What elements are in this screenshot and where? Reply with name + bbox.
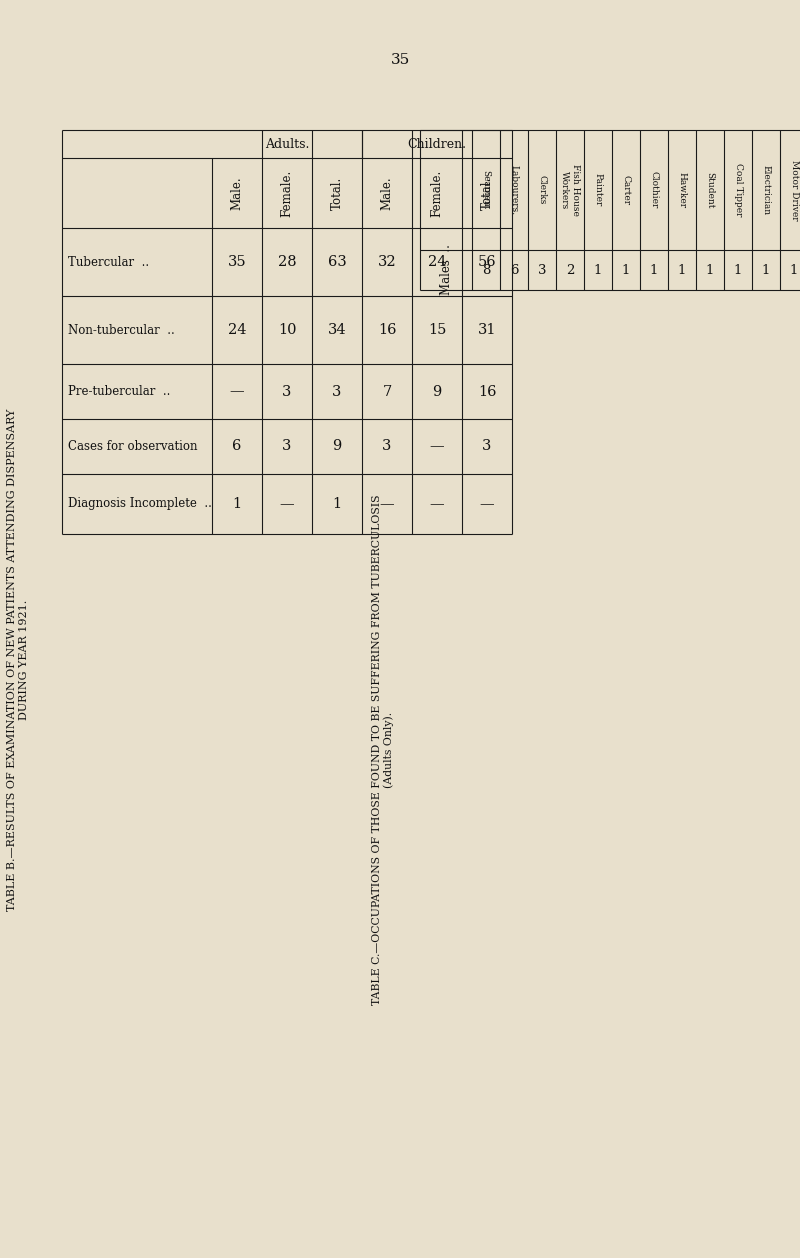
Text: 10: 10: [278, 323, 296, 337]
Text: 1: 1: [622, 263, 630, 277]
Text: 1: 1: [678, 263, 686, 277]
Text: 1: 1: [650, 263, 658, 277]
Text: 24: 24: [228, 323, 246, 337]
Text: 3: 3: [282, 385, 292, 399]
Text: 28: 28: [278, 255, 296, 269]
Text: Male.: Male.: [381, 176, 394, 210]
Text: 1: 1: [594, 263, 602, 277]
Text: 24: 24: [428, 255, 446, 269]
Text: 8: 8: [482, 263, 490, 277]
Text: 9: 9: [332, 439, 342, 453]
Text: 63: 63: [328, 255, 346, 269]
Text: —: —: [230, 385, 244, 399]
Text: Electrician: Electrician: [762, 165, 770, 215]
Text: 16: 16: [478, 385, 496, 399]
Text: 1: 1: [790, 263, 798, 277]
Text: Motor Driver: Motor Driver: [790, 160, 798, 220]
Text: 35: 35: [390, 53, 410, 67]
Text: Children.: Children.: [407, 137, 466, 151]
Text: 7: 7: [382, 385, 392, 399]
Text: Adults.: Adults.: [265, 137, 309, 151]
Text: 35: 35: [228, 255, 246, 269]
Text: 1: 1: [333, 497, 342, 511]
Text: —: —: [430, 497, 444, 511]
Text: 15: 15: [428, 323, 446, 337]
Text: Student: Student: [706, 172, 714, 209]
Text: Coal Tipper: Coal Tipper: [734, 164, 742, 216]
Text: 9: 9: [432, 385, 442, 399]
Text: 32: 32: [378, 255, 396, 269]
Text: Hawker: Hawker: [678, 172, 686, 208]
Text: Labourers.: Labourers.: [510, 165, 518, 215]
Text: Clerks: Clerks: [538, 175, 546, 205]
Text: 56: 56: [478, 255, 496, 269]
Text: TABLE C.—OCCUPATIONS OF THOSE FOUND TO BE SUFFERING FROM TUBERCULOSIS
(Adults On: TABLE C.—OCCUPATIONS OF THOSE FOUND TO B…: [372, 494, 394, 1005]
Text: Tubercular  ..: Tubercular ..: [68, 255, 149, 268]
Text: Seamen.: Seamen.: [482, 170, 490, 210]
Text: —: —: [280, 497, 294, 511]
Text: 31: 31: [478, 323, 496, 337]
Text: 1: 1: [762, 263, 770, 277]
Text: Painter: Painter: [594, 174, 602, 206]
Text: —: —: [380, 497, 394, 511]
Text: Fish House
Workers: Fish House Workers: [560, 164, 580, 216]
Text: 2: 2: [566, 263, 574, 277]
Text: 1: 1: [233, 497, 242, 511]
Text: 3: 3: [482, 439, 492, 453]
Text: 34: 34: [328, 323, 346, 337]
Text: 6: 6: [232, 439, 242, 453]
Text: Female.: Female.: [281, 170, 294, 216]
Text: Male.: Male.: [230, 176, 243, 210]
Text: 6: 6: [510, 263, 518, 277]
Text: 3: 3: [538, 263, 546, 277]
Text: 3: 3: [382, 439, 392, 453]
Text: Clothier: Clothier: [650, 171, 658, 209]
Text: Pre-tubercular  ..: Pre-tubercular ..: [68, 385, 170, 398]
Text: 1: 1: [734, 263, 742, 277]
Text: Total.: Total.: [481, 176, 494, 210]
Text: —: —: [480, 497, 494, 511]
Text: 1: 1: [706, 263, 714, 277]
Text: —: —: [430, 439, 444, 453]
Text: Carter: Carter: [622, 175, 630, 205]
Text: Female.: Female.: [430, 170, 443, 216]
Text: Males  ..: Males ..: [439, 244, 453, 296]
Text: Cases for observation: Cases for observation: [68, 440, 198, 453]
Text: TABLE B.—RESULTS OF EXAMINATION OF NEW PATIENTS ATTENDING DISPENSARY
DURING YEAR: TABLE B.—RESULTS OF EXAMINATION OF NEW P…: [7, 409, 29, 911]
Text: 16: 16: [378, 323, 396, 337]
Text: 3: 3: [332, 385, 342, 399]
Text: Diagnosis Incomplete  ..: Diagnosis Incomplete ..: [68, 497, 212, 511]
Text: 3: 3: [282, 439, 292, 453]
Text: Non-tubercular  ..: Non-tubercular ..: [68, 323, 174, 336]
Text: Total.: Total.: [330, 176, 343, 210]
